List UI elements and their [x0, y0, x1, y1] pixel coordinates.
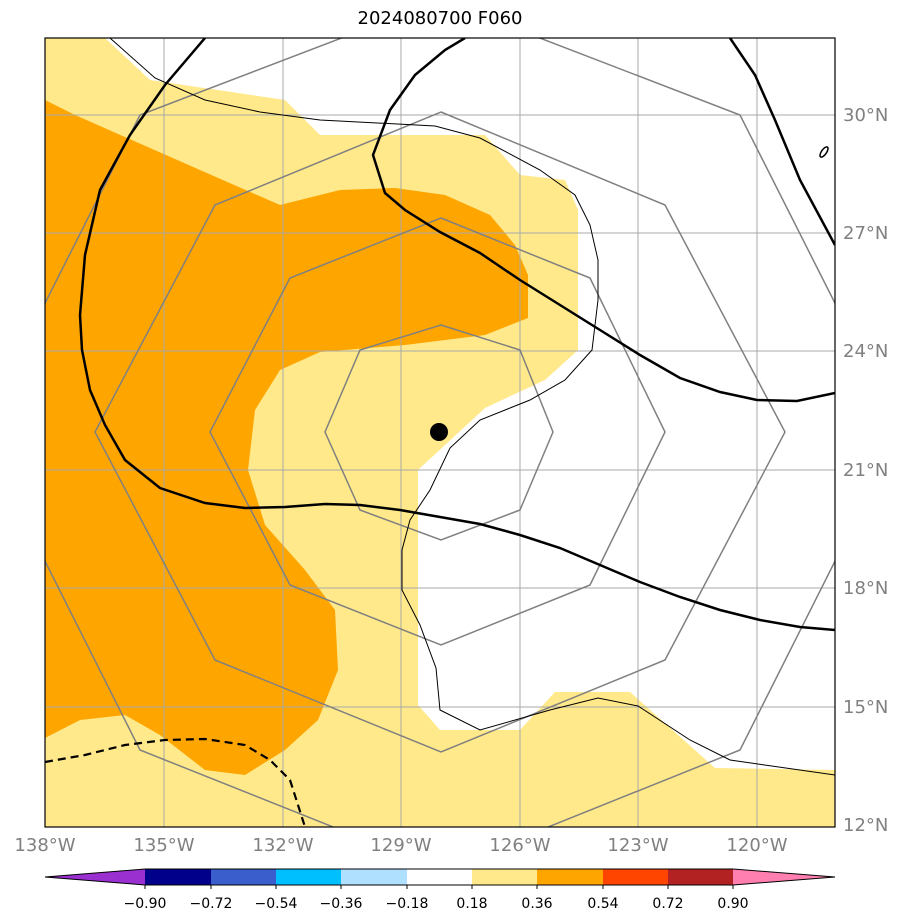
colorbar-tick-labels: −0.90 −0.72 −0.54 −0.36 −0.18 0.18 0.36 … — [124, 896, 749, 912]
colorbar-extend-min — [45, 869, 145, 885]
lon-label: 126°W — [489, 835, 550, 856]
map-plot-area — [45, 38, 835, 827]
colorbar-segment — [472, 869, 537, 885]
colorbar-tick-label: −0.72 — [190, 896, 233, 912]
dashed-contour — [45, 737, 307, 827]
contour-east — [371, 38, 835, 403]
lat-label: 24°N — [843, 341, 888, 362]
colorbar-tick-label: 0.72 — [652, 896, 683, 912]
ring-3 — [94, 111, 786, 753]
storm-center-marker — [430, 423, 448, 441]
colorbar-segment — [211, 869, 276, 885]
lon-label: 138°W — [14, 835, 75, 856]
longitude-labels: 138°W 135°W 132°W 129°W 126°W 123°W 120°… — [14, 835, 787, 856]
lon-label: 123°W — [607, 835, 668, 856]
ring-2 — [209, 217, 666, 646]
lat-label: 18°N — [843, 578, 888, 599]
colorbar-segment — [407, 869, 472, 885]
ring-4 — [45, 38, 835, 827]
colorbar-segment — [668, 869, 733, 885]
small-contour — [819, 146, 829, 158]
map-title: 2024080700 F060 — [357, 8, 523, 29]
colorbar-segment — [145, 869, 211, 885]
contour-northeast — [728, 38, 835, 246]
lat-label: 21°N — [843, 460, 888, 481]
lat-label: 15°N — [843, 697, 888, 718]
lat-label: 12°N — [843, 815, 888, 836]
distance-rings — [45, 38, 835, 827]
thin-contour — [109, 38, 835, 776]
colorbar-segment — [537, 869, 603, 885]
colorbar-tick-label: 0.54 — [587, 896, 618, 912]
latitude-labels: 30°N 27°N 24°N 21°N 18°N 15°N 12°N — [843, 105, 888, 836]
colorbar — [44, 868, 836, 889]
lon-label: 135°W — [133, 835, 194, 856]
lon-label: 120°W — [726, 835, 787, 856]
lat-label: 27°N — [843, 223, 888, 244]
colorbar-tick-label: −0.54 — [255, 896, 298, 912]
colorbar-tick-label: −0.36 — [320, 896, 363, 912]
colorbar-tick-label: 0.36 — [521, 896, 552, 912]
colorbar-tick-label: 0.18 — [456, 896, 487, 912]
lat-label: 30°N — [843, 105, 888, 126]
thick-contours — [78, 38, 835, 632]
ring-1 — [324, 324, 554, 541]
colorbar-segment — [603, 869, 668, 885]
shading-orange — [45, 100, 528, 775]
lon-label: 129°W — [370, 835, 431, 856]
lon-label: 132°W — [252, 835, 313, 856]
colorbar-segment — [276, 869, 341, 885]
colorbar-segment — [341, 869, 407, 885]
colorbar-tick-label: −0.90 — [124, 896, 167, 912]
colorbar-tick-label: −0.18 — [386, 896, 429, 912]
colorbar-tick-label: 0.90 — [717, 896, 748, 912]
map-frame — [44, 37, 836, 828]
colorbar-extend-max — [733, 869, 835, 885]
contour-west — [78, 38, 835, 632]
